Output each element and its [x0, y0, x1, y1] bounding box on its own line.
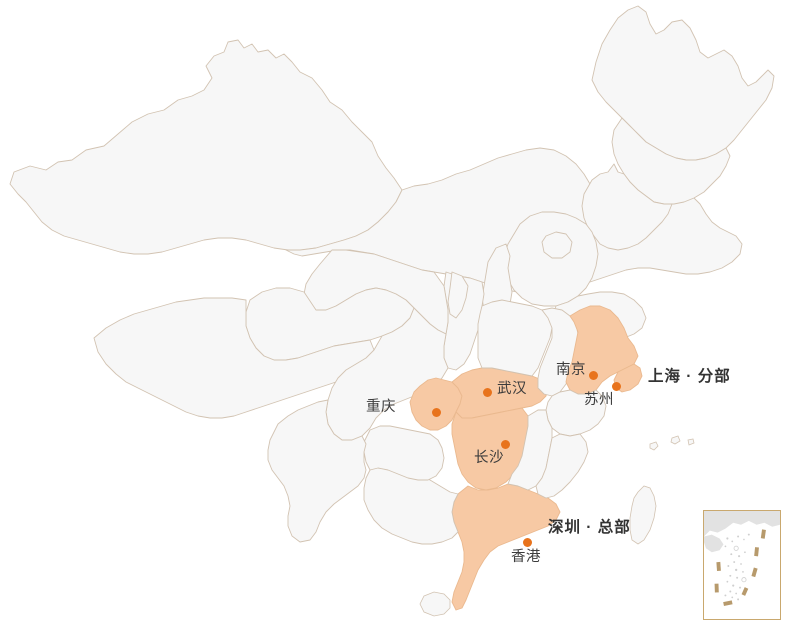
wuhan-dot[interactable] [483, 388, 492, 397]
inset-mainland [704, 511, 780, 537]
province-guangdong-highlight[interactable] [451, 483, 561, 611]
province-ningxia[interactable] [447, 271, 469, 319]
chongqing-label: 重庆 [366, 399, 396, 415]
province-beijing[interactable] [541, 231, 573, 259]
island-dot-b [670, 435, 681, 445]
province-xinjiang[interactable] [9, 39, 403, 255]
province-chongqing-highlight[interactable] [409, 377, 463, 431]
south-china-sea-inset[interactable] [703, 510, 781, 620]
province-jiangsu-highlight[interactable] [565, 305, 639, 395]
province-guizhou[interactable] [363, 425, 445, 481]
hongkong-label: 香港 [511, 549, 541, 565]
suzhou-dot[interactable] [612, 382, 621, 391]
province-hainan[interactable] [419, 591, 451, 617]
province-taiwan[interactable] [629, 485, 657, 545]
changsha-dot[interactable] [501, 440, 510, 449]
wuhan-label: 武汉 [497, 381, 527, 397]
province-inner-mongolia[interactable] [285, 147, 743, 295]
hongkong-dot[interactable] [523, 538, 532, 547]
province-yunnan[interactable] [267, 399, 367, 543]
chongqing-dot[interactable] [432, 408, 441, 417]
province-henan[interactable] [477, 299, 553, 377]
shenzhen-hq-label: 深圳 · 总部 [548, 519, 631, 536]
province-fujian[interactable] [535, 433, 589, 499]
inset-reef-specks [724, 533, 750, 601]
nanjing-dot[interactable] [589, 371, 598, 380]
inset-svg [704, 511, 780, 607]
changsha-label: 长沙 [474, 450, 504, 466]
shanghai-branch-label: 上海 · 分部 [648, 368, 731, 385]
nanjing-label: 南京 [556, 362, 586, 378]
inset-coast-lobe [704, 534, 724, 553]
suzhou-label: 苏州 [584, 392, 614, 408]
province-sichuan[interactable] [325, 307, 449, 441]
inset-island-marks [714, 529, 766, 607]
island-dot-a [649, 441, 659, 451]
island-dot-c [687, 438, 695, 446]
